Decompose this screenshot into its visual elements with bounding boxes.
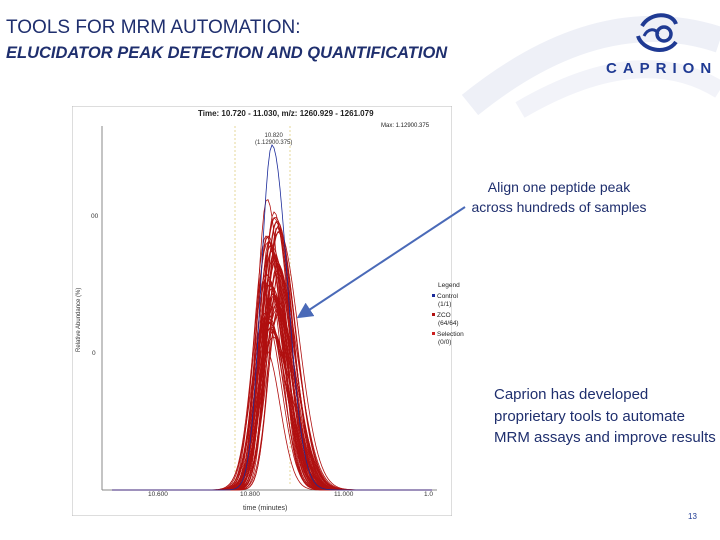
peak-label-max: (1.12900.375) [255, 140, 293, 146]
max-label: Max: 1.12900.375 [381, 123, 430, 129]
peak-label: 10.820 (1.12900.375) [255, 133, 292, 147]
chromatogram-trace-control [112, 144, 432, 491]
x-tick-4: 1.0 [424, 491, 434, 498]
caprion-logo-icon [636, 13, 678, 52]
x-tick-3: 11.000 [334, 491, 354, 498]
x-axis-label: time (minutes) [243, 505, 288, 512]
legend-count-control: (1/1) [438, 301, 452, 308]
legend-count-selection: (0/0) [438, 339, 452, 346]
legend-count-zco: (64/64) [438, 320, 459, 327]
x-tick-1: 10.600 [148, 491, 168, 498]
peak-label-time: 10.820 [264, 133, 283, 139]
y-tick-1: 00 [91, 213, 99, 220]
logo-text: CAPRION [606, 60, 718, 77]
chart-title: Time: 10.720 - 11.030, m/z: 1260.929 - 1… [198, 109, 374, 118]
legend-item-control: Control [432, 293, 464, 301]
slide-title: TOOLS FOR MRM AUTOMATION: [6, 17, 301, 38]
chart-legend: Legend Control (1/1) ZCO (64/64) Selecti… [432, 282, 464, 351]
legend-item-selection: Selection [432, 331, 464, 339]
legend-item-zco: ZCO [432, 312, 464, 320]
legend-swatch-control [432, 294, 435, 298]
y-tick-2: 0 [92, 350, 96, 357]
legend-title: Legend [438, 282, 460, 289]
legend-swatch-selection [432, 332, 435, 336]
legend-swatch-zco [432, 313, 435, 317]
trace-group [112, 144, 432, 491]
callout-proprietary-tools: Caprion has developed proprietary tools … [494, 386, 716, 446]
page-number: 13 [688, 512, 697, 521]
slide-subtitle: ELUCIDATOR PEAK DETECTION AND QUANTIFICA… [6, 44, 448, 62]
callout-align-peak: Align one peptide peak across hundreds o… [471, 179, 647, 215]
chromatogram-chart [72, 106, 452, 516]
x-tick-2: 10.800 [240, 491, 260, 498]
